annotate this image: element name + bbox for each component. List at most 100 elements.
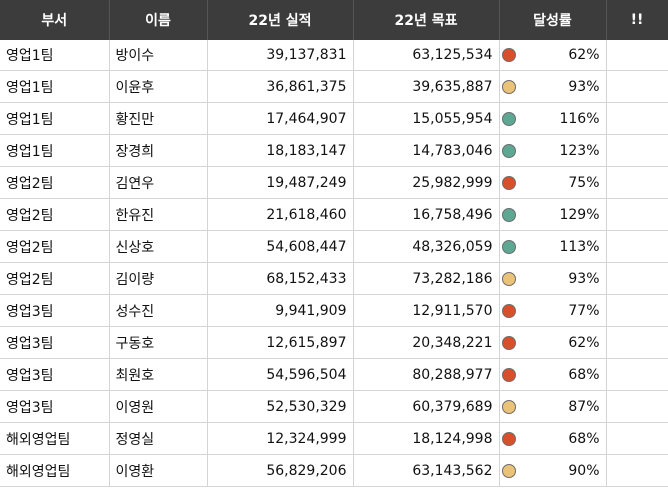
cell-actual[interactable]: 36,861,375 (207, 70, 354, 103)
cell-name[interactable]: 황진만 (109, 102, 208, 135)
cell-name[interactable]: 이영원 (109, 390, 208, 423)
cell-rate[interactable]: 75% (499, 166, 607, 199)
cell-target[interactable]: 15,055,954 (353, 102, 500, 135)
cell-flag[interactable] (606, 70, 668, 103)
rate-value: 116% (559, 110, 600, 127)
cell-rate[interactable]: 93% (499, 70, 607, 103)
cell-target[interactable]: 60,379,689 (353, 390, 500, 423)
cell-name[interactable]: 김이량 (109, 262, 208, 295)
cell-actual[interactable]: 39,137,831 (207, 40, 354, 71)
rate-value: 129% (559, 206, 600, 223)
cell-name[interactable]: 신상호 (109, 230, 208, 263)
cell-rate[interactable]: 90% (499, 454, 607, 487)
cell-flag[interactable] (606, 166, 668, 199)
cell-flag[interactable] (606, 40, 668, 71)
rate-value: 75% (568, 174, 600, 191)
header-name[interactable]: 이름 (109, 0, 208, 40)
cell-actual[interactable]: 21,618,460 (207, 198, 354, 231)
cell-rate[interactable]: 62% (499, 40, 607, 71)
rate-value: 62% (568, 334, 600, 351)
cell-actual[interactable]: 9,941,909 (207, 294, 354, 327)
cell-dept[interactable]: 영업2팀 (0, 262, 110, 295)
cell-actual[interactable]: 56,829,206 (207, 454, 354, 487)
cell-rate[interactable]: 113% (499, 230, 607, 263)
cell-name[interactable]: 김연우 (109, 166, 208, 199)
cell-name[interactable]: 구동호 (109, 326, 208, 359)
cell-target[interactable]: 63,125,534 (353, 40, 500, 71)
cell-target[interactable]: 16,758,496 (353, 198, 500, 231)
cell-rate[interactable]: 62% (499, 326, 607, 359)
cell-actual[interactable]: 68,152,433 (207, 262, 354, 295)
cell-rate[interactable]: 93% (499, 262, 607, 295)
cell-dept[interactable]: 영업3팀 (0, 294, 110, 327)
cell-flag[interactable] (606, 262, 668, 295)
rate-value: 90% (568, 462, 600, 479)
cell-rate[interactable]: 123% (499, 134, 607, 167)
cell-rate[interactable]: 87% (499, 390, 607, 423)
cell-target[interactable]: 63,143,562 (353, 454, 500, 487)
cell-dept[interactable]: 영업2팀 (0, 230, 110, 263)
cell-dept[interactable]: 영업2팀 (0, 166, 110, 199)
cell-flag[interactable] (606, 422, 668, 455)
table-row: 영업2팀 한유진 21,618,460 16,758,496 129% (0, 198, 668, 231)
cell-flag[interactable] (606, 102, 668, 135)
cell-target[interactable]: 20,348,221 (353, 326, 500, 359)
cell-actual[interactable]: 19,487,249 (207, 166, 354, 199)
cell-flag[interactable] (606, 454, 668, 487)
cell-name[interactable]: 성수진 (109, 294, 208, 327)
status-dot-icon (501, 431, 516, 446)
cell-dept[interactable]: 영업3팀 (0, 326, 110, 359)
table-row: 영업3팀 이영원 52,530,329 60,379,689 87% (0, 390, 668, 423)
cell-target[interactable]: 39,635,887 (353, 70, 500, 103)
cell-dept[interactable]: 영업1팀 (0, 102, 110, 135)
cell-actual[interactable]: 12,324,999 (207, 422, 354, 455)
header-target[interactable]: 22년 목표 (353, 0, 500, 40)
cell-rate[interactable]: 116% (499, 102, 607, 135)
cell-name[interactable]: 이영환 (109, 454, 208, 487)
status-dot-icon (501, 367, 516, 382)
status-dot-icon (501, 239, 516, 254)
cell-target[interactable]: 48,326,059 (353, 230, 500, 263)
cell-dept[interactable]: 영업1팀 (0, 134, 110, 167)
cell-flag[interactable] (606, 134, 668, 167)
cell-name[interactable]: 최원호 (109, 358, 208, 391)
header-rate[interactable]: 달성률 (499, 0, 607, 40)
cell-dept[interactable]: 영업1팀 (0, 70, 110, 103)
cell-actual[interactable]: 54,608,447 (207, 230, 354, 263)
cell-target[interactable]: 73,282,186 (353, 262, 500, 295)
cell-flag[interactable] (606, 198, 668, 231)
cell-target[interactable]: 80,288,977 (353, 358, 500, 391)
header-flag[interactable]: !! (606, 0, 668, 40)
cell-dept[interactable]: 영업1팀 (0, 40, 110, 71)
cell-rate[interactable]: 77% (499, 294, 607, 327)
cell-flag[interactable] (606, 326, 668, 359)
cell-flag[interactable] (606, 390, 668, 423)
cell-dept[interactable]: 해외영업팀 (0, 454, 110, 487)
cell-target[interactable]: 25,982,999 (353, 166, 500, 199)
cell-rate[interactable]: 68% (499, 358, 607, 391)
cell-rate[interactable]: 68% (499, 422, 607, 455)
cell-target[interactable]: 12,911,570 (353, 294, 500, 327)
cell-flag[interactable] (606, 294, 668, 327)
cell-target[interactable]: 14,783,046 (353, 134, 500, 167)
cell-name[interactable]: 정영실 (109, 422, 208, 455)
cell-flag[interactable] (606, 230, 668, 263)
header-dept[interactable]: 부서 (0, 0, 110, 40)
cell-rate[interactable]: 129% (499, 198, 607, 231)
cell-name[interactable]: 한유진 (109, 198, 208, 231)
cell-actual[interactable]: 12,615,897 (207, 326, 354, 359)
cell-flag[interactable] (606, 358, 668, 391)
cell-dept[interactable]: 해외영업팀 (0, 422, 110, 455)
cell-actual[interactable]: 54,596,504 (207, 358, 354, 391)
cell-dept[interactable]: 영업3팀 (0, 390, 110, 423)
cell-name[interactable]: 방이수 (109, 40, 208, 71)
cell-actual[interactable]: 18,183,147 (207, 134, 354, 167)
cell-name[interactable]: 이윤후 (109, 70, 208, 103)
cell-dept[interactable]: 영업2팀 (0, 198, 110, 231)
header-actual[interactable]: 22년 실적 (207, 0, 354, 40)
cell-actual[interactable]: 52,530,329 (207, 390, 354, 423)
cell-dept[interactable]: 영업3팀 (0, 358, 110, 391)
cell-actual[interactable]: 17,464,907 (207, 102, 354, 135)
cell-name[interactable]: 장경희 (109, 134, 208, 167)
cell-target[interactable]: 18,124,998 (353, 422, 500, 455)
